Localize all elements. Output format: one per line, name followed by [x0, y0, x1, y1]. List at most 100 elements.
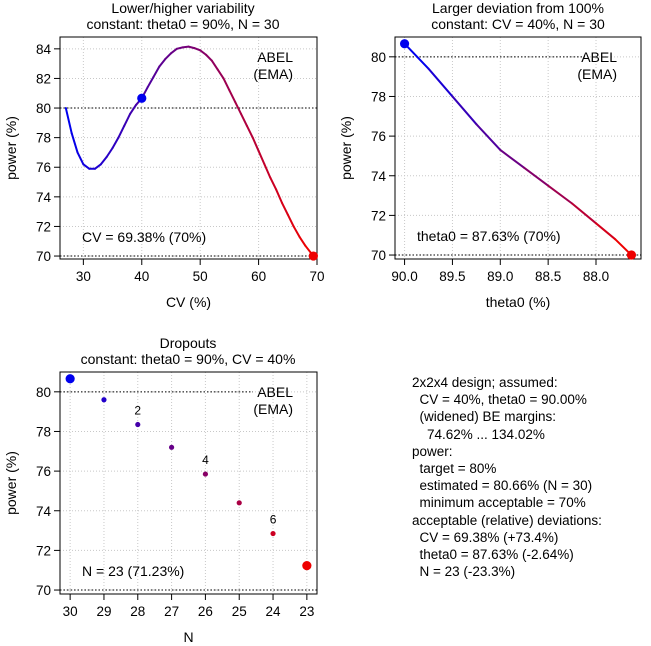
power-curve-segment	[205, 53, 213, 62]
power-curve-segment	[286, 213, 295, 228]
power-curve-segment	[263, 163, 272, 179]
summary-line: N = 23 (-23.3%)	[412, 564, 516, 580]
data-point	[168, 444, 175, 450]
power-curve-segment	[105, 147, 114, 158]
summary-line: theta0 = 87.63% (-2.64%)	[412, 547, 574, 563]
summary-line: power:	[412, 443, 453, 459]
x-tick-label: 30	[63, 604, 78, 619]
power-curve-segment	[222, 77, 231, 92]
y-tick-label: 76	[36, 464, 51, 479]
plot-frame	[394, 36, 642, 260]
estimated-point	[65, 374, 75, 384]
power-curve-segment	[245, 124, 254, 139]
power-curve-segment	[240, 112, 248, 127]
power-curve-segment	[111, 136, 120, 149]
power-curve-segment	[275, 188, 283, 204]
power-curve-segment	[146, 75, 155, 89]
power-curve-segment	[152, 65, 161, 78]
x-tick-label: 27	[164, 604, 179, 619]
y-tick-label: 72	[371, 208, 386, 223]
summary-line: minimum acceptable = 70%	[412, 495, 586, 511]
summary-line: (widened) BE margins:	[412, 409, 557, 425]
summary-line: CV = 40%, theta0 = 90.00%	[412, 392, 587, 408]
power-curve-segment	[427, 67, 454, 98]
power-curve-segment	[175, 46, 184, 50]
y-axis-label: power (%)	[3, 116, 19, 180]
x-axis-label: N	[183, 629, 193, 645]
y-axis-label: power (%)	[338, 116, 354, 180]
y-tick-label: 76	[36, 160, 51, 175]
x-tick-label: 25	[232, 604, 247, 619]
y-tick-label: 74	[36, 504, 52, 519]
x-tick-label: 89.5	[439, 269, 465, 284]
estimated-point	[137, 93, 147, 103]
summary-line: CV = 69.38% (+73.4%)	[412, 529, 559, 545]
y-tick-label: 82	[36, 71, 51, 86]
annotation: N = 23 (71.23%)	[82, 563, 184, 579]
power-curve-segment	[228, 89, 237, 104]
power-curve-segment	[129, 104, 137, 115]
y-tick-label: 70	[36, 583, 51, 598]
x-tick-label: 29	[96, 604, 111, 619]
y-tick-label: 78	[371, 89, 386, 104]
legend-entry: (EMA)	[577, 66, 617, 82]
y-tick-label: 74	[371, 169, 387, 184]
power-curve-segment	[64, 107, 73, 135]
y-tick-label: 80	[36, 101, 51, 116]
plot-frame	[59, 371, 318, 595]
x-axis-label: theta0 (%)	[486, 294, 551, 310]
limit-point	[308, 251, 318, 261]
power-curve-segment	[199, 49, 208, 56]
power-curve-segment	[70, 132, 79, 154]
legend-entry: (EMA)	[253, 66, 293, 82]
y-tick-label: 80	[371, 50, 386, 65]
y-tick-label: 74	[36, 190, 52, 205]
power-curve-segment	[403, 42, 430, 70]
annotation: CV = 69.38% (70%)	[82, 229, 206, 245]
x-tick-label: 30	[76, 269, 91, 284]
power-curve-segment	[547, 184, 574, 205]
x-tick-label: 60	[251, 269, 266, 284]
power-curve-segment	[164, 52, 172, 61]
chart-subtitle: constant: theta0 = 90%, CV = 40%	[81, 351, 296, 367]
data-point	[135, 421, 141, 428]
x-tick-label: 28	[130, 604, 145, 619]
power-curve-segment	[257, 149, 266, 166]
y-tick-label: 72	[36, 543, 51, 558]
y-tick-label: 78	[36, 131, 51, 146]
y-tick-label: 78	[36, 424, 51, 439]
annotation: theta0 = 87.63% (70%)	[417, 228, 561, 244]
x-axis-label: CV (%)	[166, 294, 211, 310]
power-curve-segment	[210, 59, 219, 71]
y-tick-label: 76	[371, 129, 386, 144]
power-curve-segment	[117, 124, 126, 139]
y-tick-label: 80	[36, 385, 51, 400]
power-curve-segment	[475, 123, 502, 151]
chart-subtitle: constant: theta0 = 90%, N = 30	[86, 16, 279, 32]
power-curve-segment	[169, 47, 178, 55]
limit-point	[626, 250, 637, 260]
chart-subtitle: constant: CV = 40%, N = 30	[431, 16, 605, 32]
data-point	[202, 471, 209, 477]
power-curve-segment	[158, 58, 167, 68]
x-tick-label: 88.5	[535, 269, 561, 284]
x-tick-label: 50	[193, 269, 208, 284]
power-curve-segment	[251, 136, 260, 152]
summary-panel: 2x2x4 design; assumed: CV = 40%, theta0 …	[412, 374, 602, 580]
x-tick-label: 90.0	[391, 269, 417, 284]
power-curve-segment	[193, 47, 202, 52]
data-point	[236, 500, 242, 506]
plot-frame	[59, 36, 318, 260]
data-point	[101, 397, 107, 403]
x-tick-label: 88.0	[583, 269, 609, 284]
y-tick-label: 84	[36, 42, 52, 57]
power-curve-segment	[298, 235, 307, 247]
y-tick-label: 70	[371, 248, 386, 263]
power-curve-segment	[216, 68, 225, 80]
x-tick-label: 24	[266, 604, 282, 619]
legend-entry: ABEL	[581, 49, 617, 65]
power-curve-segment	[82, 163, 91, 170]
power-curve-segment	[595, 222, 617, 241]
legend-entry: ABEL	[257, 49, 293, 65]
